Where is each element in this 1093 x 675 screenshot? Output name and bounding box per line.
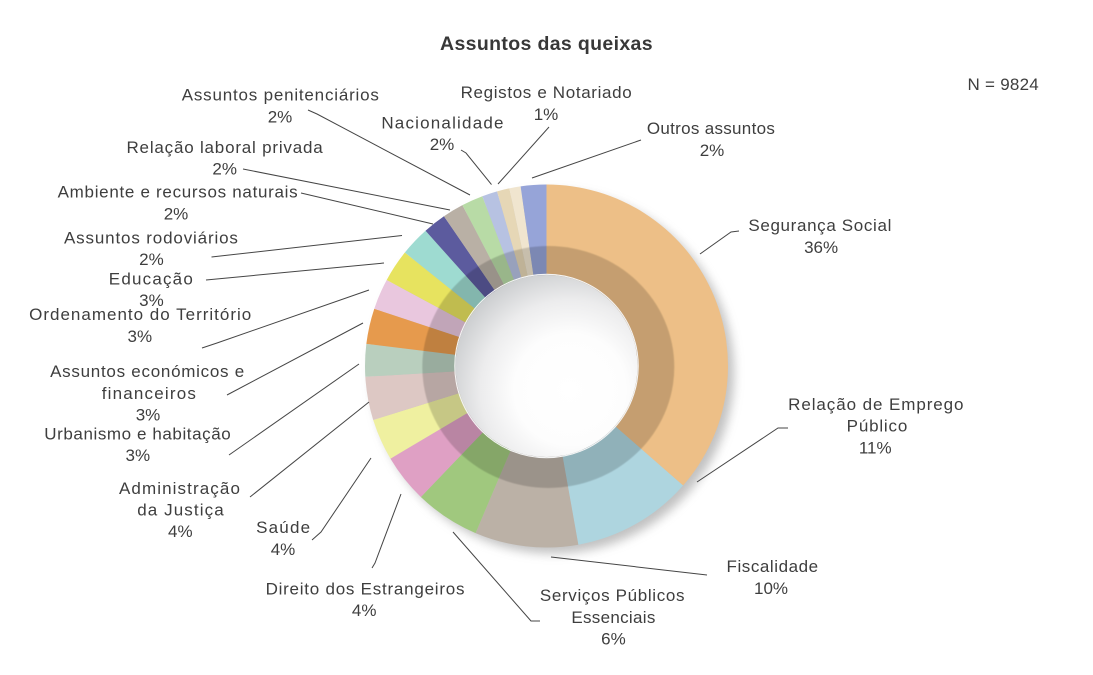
svg-text:Fiscalidade: Fiscalidade — [727, 557, 819, 576]
svg-text:2%: 2% — [212, 160, 237, 179]
svg-text:11%: 11% — [859, 438, 892, 457]
svg-text:Relação laboral privada: Relação laboral privada — [126, 138, 323, 157]
svg-text:N = 9824: N = 9824 — [968, 75, 1039, 94]
svg-text:Ordenamento do Território: Ordenamento do Território — [29, 305, 252, 324]
svg-text:Assuntos das queixas: Assuntos das queixas — [440, 33, 653, 55]
svg-text:Assuntos penitenciários: Assuntos penitenciários — [182, 86, 380, 105]
svg-text:10%: 10% — [754, 579, 788, 598]
svg-text:Urbanismo e habitação: Urbanismo e habitação — [44, 424, 231, 443]
svg-text:Público: Público — [847, 417, 908, 436]
svg-text:3%: 3% — [136, 406, 161, 425]
svg-text:Assuntos rodoviários: Assuntos rodoviários — [64, 228, 239, 247]
svg-text:Essenciais: Essenciais — [571, 608, 655, 627]
svg-text:36%: 36% — [804, 238, 838, 257]
svg-text:2%: 2% — [268, 107, 293, 126]
svg-text:Registos e Notariado: Registos e Notariado — [461, 83, 633, 102]
svg-text:2%: 2% — [139, 250, 164, 269]
svg-text:2%: 2% — [164, 204, 189, 223]
svg-text:Relação de Emprego: Relação de Emprego — [788, 395, 964, 414]
svg-text:4%: 4% — [168, 522, 193, 541]
svg-text:4%: 4% — [271, 540, 296, 559]
svg-text:2%: 2% — [700, 141, 725, 160]
svg-text:3%: 3% — [139, 291, 164, 310]
svg-text:Administração: Administração — [119, 479, 241, 498]
svg-text:financeiros: financeiros — [102, 384, 197, 403]
svg-text:Assuntos económicos e: Assuntos económicos e — [50, 362, 245, 381]
svg-text:3%: 3% — [128, 327, 153, 346]
svg-text:Segurança Social: Segurança Social — [748, 216, 892, 235]
svg-text:Saúde: Saúde — [256, 518, 311, 537]
svg-text:Educação: Educação — [109, 269, 194, 288]
svg-text:6%: 6% — [601, 630, 626, 649]
svg-text:2%: 2% — [430, 135, 455, 154]
svg-text:Serviços Públicos: Serviços Públicos — [540, 586, 685, 605]
svg-text:Outros assuntos: Outros assuntos — [647, 119, 775, 138]
svg-text:4%: 4% — [352, 601, 377, 620]
svg-text:1%: 1% — [534, 105, 559, 124]
svg-text:Nacionalidade: Nacionalidade — [381, 114, 504, 133]
svg-text:Ambiente e recursos naturais: Ambiente e recursos naturais — [58, 183, 299, 202]
svg-text:Direito dos Estrangeiros: Direito dos Estrangeiros — [266, 579, 466, 598]
svg-text:3%: 3% — [126, 446, 151, 465]
svg-text:da Justiça: da Justiça — [137, 501, 225, 520]
